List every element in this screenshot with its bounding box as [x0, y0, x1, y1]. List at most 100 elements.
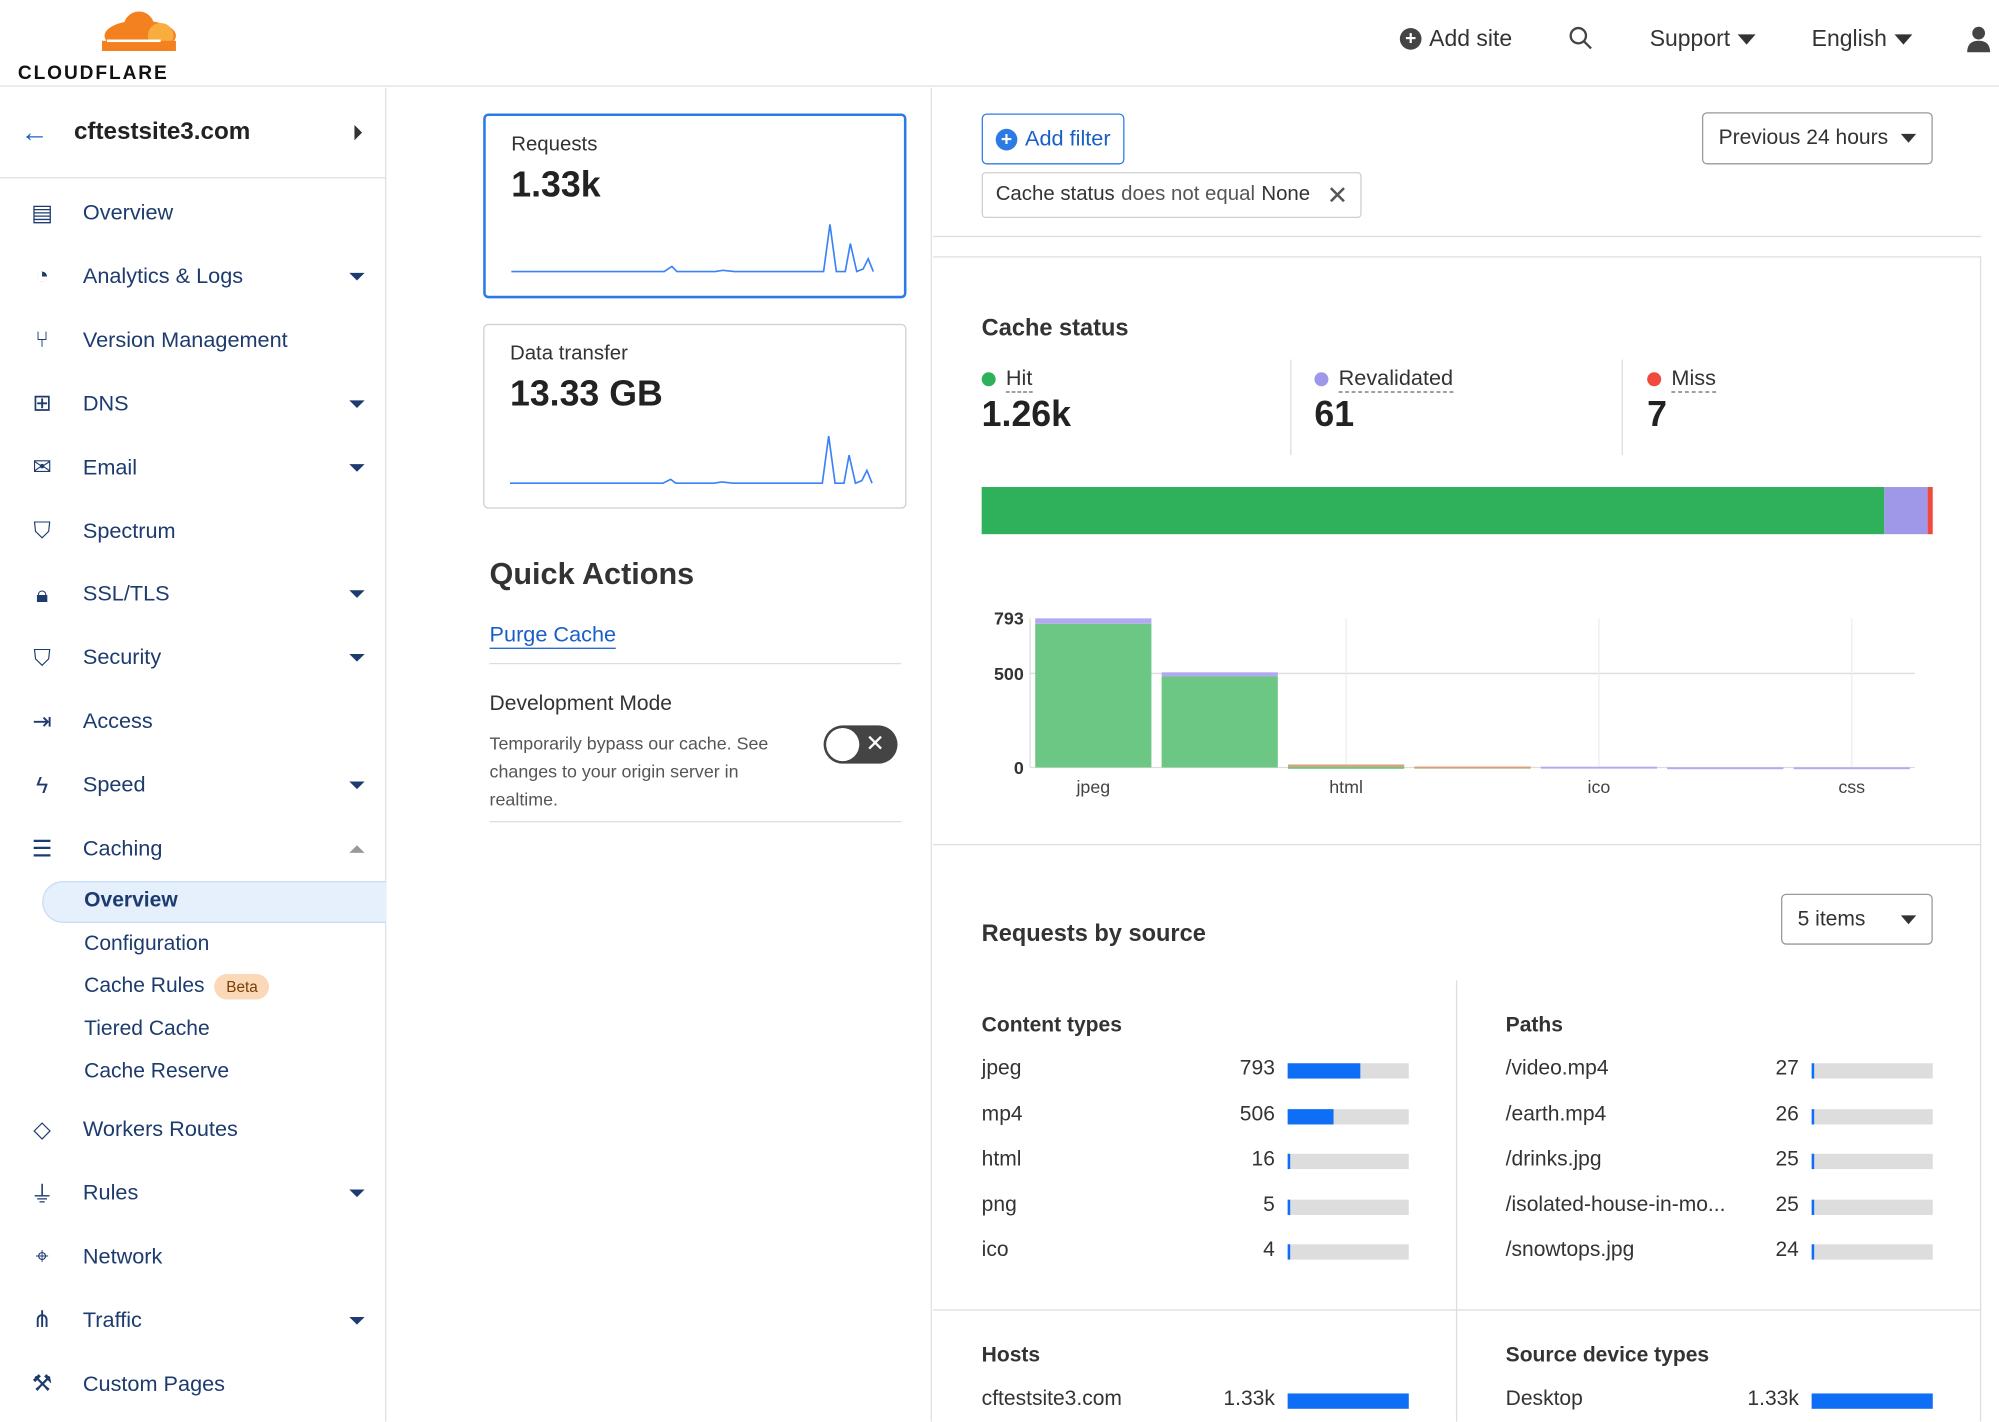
item-name: /earth.mp4 — [1505, 1102, 1607, 1126]
site-selector[interactable]: ← cftestsite3.com — [0, 88, 386, 179]
sidebar-item-workers-routes[interactable]: ◇ Workers Routes — [0, 1104, 385, 1155]
filter-chip[interactable]: Cache status does not equal None ✕ — [981, 172, 1363, 219]
proportion-segment-hit — [981, 487, 1885, 535]
revalidated-dot-icon — [1314, 372, 1329, 387]
chevron-down-icon — [1894, 33, 1913, 44]
chevron-up-icon — [349, 845, 365, 853]
hosts-title: Hosts — [981, 1343, 1041, 1367]
sidebar-item-security[interactable]: ⛉ Security — [0, 633, 385, 684]
add-site-button[interactable]: + Add site — [1399, 25, 1512, 52]
sidebar-item-dns[interactable]: ⊞ DNS — [0, 378, 385, 429]
list-item[interactable]: /isolated-house-in-mo... 25 — [1506, 1193, 1933, 1221]
data-transfer-card[interactable]: Data transfer 13.33 GB — [483, 323, 907, 509]
sidebar-item-label: Rules — [82, 1180, 139, 1205]
sidebar-item-analytics-logs[interactable]: ◔ Analytics & Logs — [0, 251, 385, 302]
close-icon: ✕ — [865, 730, 885, 757]
sidebar-item-label: Analytics & Logs — [82, 263, 244, 288]
list-item[interactable]: mp4 506 — [982, 1102, 1409, 1130]
chevron-down-icon — [1900, 133, 1917, 143]
back-arrow-icon[interactable]: ← — [20, 116, 49, 148]
active-highlight — [42, 880, 387, 924]
list-item[interactable]: /video.mp4 27 — [1506, 1057, 1933, 1085]
paths-title: Paths — [1505, 1013, 1563, 1037]
requests-card[interactable]: Requests 1.33k — [483, 113, 907, 299]
hit-value: 1.26k — [981, 393, 1072, 434]
item-bar-fill — [1811, 1244, 1815, 1260]
bar-ico-revalidated — [1540, 766, 1658, 769]
sidebar-item-speed[interactable]: ϟ Speed — [0, 760, 385, 811]
sidebar-item-label: Overview — [82, 200, 174, 225]
logo-text: CLOUDFLARE — [17, 62, 169, 85]
items-count-select[interactable]: 5 items — [1781, 893, 1933, 945]
dev-mode-toggle[interactable]: ✕ — [823, 725, 898, 764]
item-bar-fill — [1811, 1199, 1815, 1215]
sidebar-subitem-cache-reserve[interactable]: Cache Reserve — [84, 1059, 229, 1083]
item-name: ico — [981, 1237, 1009, 1261]
list-item[interactable]: /snowtops.jpg 24 — [1506, 1238, 1933, 1266]
sidebar: ← cftestsite3.com ▤ Overview ◔ Analytics & … — [0, 87, 387, 1422]
divider — [933, 843, 1982, 846]
item-bar-fill — [1811, 1153, 1815, 1170]
lightning-icon: ϟ — [35, 772, 49, 798]
support-menu[interactable]: Support — [1650, 25, 1756, 52]
sidebar-item-version-management[interactable]: ⑂ Version Management — [0, 315, 385, 366]
sidebar-subitem-overview[interactable]: Overview — [84, 889, 178, 913]
proportion-segment-revalidated — [1884, 487, 1928, 535]
sidebar-item-label: DNS — [82, 390, 129, 416]
plus-circle-icon: + — [1399, 28, 1422, 50]
sidebar-subitem-configuration[interactable]: Configuration — [84, 932, 209, 956]
data-transfer-sparkline — [509, 435, 873, 485]
sidebar-item-caching[interactable]: ☰ Caching — [0, 824, 385, 875]
time-range-select[interactable]: Previous 24 hours — [1701, 112, 1933, 165]
item-bar-fill — [1287, 1108, 1334, 1124]
bar-html-hit — [1288, 766, 1405, 769]
plus-circle-icon: + — [995, 128, 1018, 150]
user-menu[interactable] — [1966, 25, 1991, 53]
sidebar-item-ssl-tls[interactable]: 🔒︎ SSL/TLS — [0, 569, 385, 620]
x-tick-label: ico — [1588, 777, 1611, 797]
legend-miss[interactable]: Miss — [1647, 366, 1716, 393]
dev-mode-description: Temporarily bypass our cache. See change… — [489, 733, 769, 810]
sidebar-item-rules[interactable]: ⏚ Rules — [0, 1168, 385, 1219]
toggle-knob — [826, 727, 860, 762]
sidebar-subitem-cache-rules[interactable]: Cache Rules Beta — [84, 974, 270, 1000]
list-item[interactable]: jpeg 793 — [982, 1057, 1409, 1085]
bar-html-miss — [1288, 764, 1405, 767]
funnel-icon: ⏚ — [30, 1181, 54, 1208]
item-count: 506 — [1239, 1102, 1275, 1126]
top-bar: CLOUDFLARE + Add site Support English — [0, 0, 1999, 87]
cache-status-proportion-bar — [981, 487, 1933, 535]
item-bar-track — [1287, 1199, 1409, 1215]
language-menu[interactable]: English — [1812, 25, 1913, 52]
list-item[interactable]: Desktop 1.33k — [1506, 1387, 1933, 1415]
cloudflare-logo[interactable]: CLOUDFLARE — [18, 8, 179, 84]
list-item[interactable]: cftestsite3.com 1.33k — [982, 1387, 1409, 1415]
subitem-label: Cache Rules — [84, 974, 205, 997]
sidebar-item-traffic[interactable]: ⋔ Traffic — [0, 1295, 385, 1346]
list-item[interactable]: /drinks.jpg 25 — [1506, 1147, 1933, 1175]
bar-mp4-hit — [1161, 676, 1278, 768]
list-item[interactable]: /earth.mp4 26 — [1506, 1102, 1933, 1130]
list-item[interactable]: ico 4 — [982, 1238, 1409, 1266]
chevron-down-icon — [349, 654, 365, 663]
purge-cache-link[interactable]: Purge Cache — [489, 622, 617, 649]
item-name: html — [981, 1147, 1022, 1171]
add-filter-button[interactable]: + Add filter — [981, 113, 1125, 165]
proportion-segment-miss — [1927, 487, 1933, 535]
list-item[interactable]: html 16 — [982, 1147, 1409, 1175]
sidebar-item-spectrum[interactable]: ⛉ Spectrum — [0, 505, 385, 556]
search-button[interactable] — [1568, 25, 1593, 50]
sidebar-subitem-tiered-cache[interactable]: Tiered Cache — [84, 1017, 209, 1041]
sidebar-item-access[interactable]: ⇥ Access — [0, 696, 385, 747]
remove-filter-icon[interactable]: ✕ — [1326, 181, 1349, 210]
sidebar-item-label: Traffic — [82, 1307, 142, 1332]
sidebar-item-overview[interactable]: ▤ Overview — [0, 187, 385, 238]
item-name: Desktop — [1505, 1387, 1583, 1411]
sidebar-item-email[interactable]: ✉ Email — [0, 442, 385, 493]
list-item[interactable]: png 5 — [982, 1193, 1409, 1221]
legend-revalidated[interactable]: Revalidated — [1314, 366, 1454, 393]
sidebar-item-network[interactable]: ⌖ Network — [0, 1231, 385, 1282]
legend-hit[interactable]: Hit — [981, 366, 1033, 393]
sidebar-item-custom-pages[interactable]: ⚒ Custom Pages — [0, 1359, 385, 1410]
filter-operator: does not equal — [1121, 183, 1255, 206]
